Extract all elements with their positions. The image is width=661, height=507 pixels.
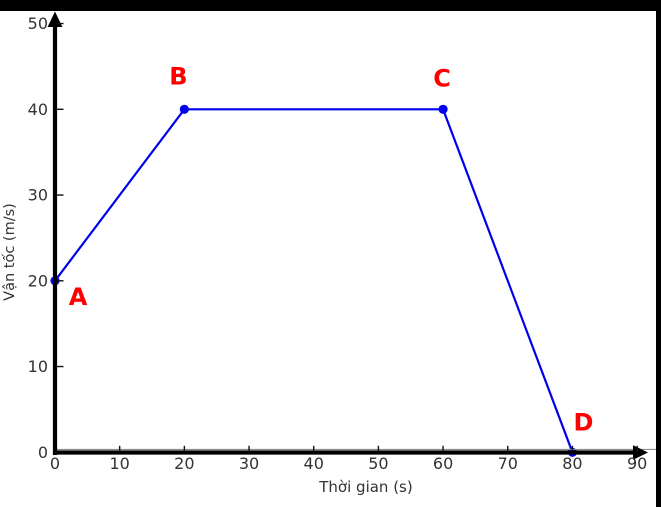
x-tick-label: 20 [174, 454, 194, 473]
series-layer [50, 104, 578, 457]
point-label-A: A [69, 283, 88, 311]
point-labels-layer: A B C D [69, 62, 594, 436]
x-tick-label: 80 [562, 454, 582, 473]
axes-layer [47, 11, 656, 460]
x-tick-label: 40 [304, 454, 324, 473]
y-axis-title: Vận tốc (m/s) [1, 203, 18, 301]
letterbox-right-bar [656, 0, 661, 507]
series-line [54, 108, 574, 453]
x-tick-label: 10 [110, 454, 130, 473]
y-tick-label: 0 [38, 443, 48, 462]
y-axis-arrowhead [47, 11, 63, 27]
y-tick-label: 50 [28, 14, 48, 33]
data-point-marker [179, 104, 189, 114]
ticks-layer: 0 10 20 30 40 50 60 70 80 90 0 10 20 30 40 50 [28, 14, 648, 473]
y-tick-label: 10 [28, 357, 48, 376]
x-tick-label: 0 [50, 454, 60, 473]
y-tick-label: 20 [28, 271, 48, 290]
letterbox-top-bar [0, 0, 661, 11]
data-point-marker [438, 104, 448, 114]
y-tick-label: 40 [28, 100, 48, 119]
x-tick-label: 90 [627, 454, 647, 473]
x-axis-title: Thời gian (s) [318, 478, 412, 496]
x-tick-label: 60 [433, 454, 453, 473]
point-label-C: C [433, 64, 451, 92]
point-label-B: B [169, 62, 187, 90]
y-tick-label: 30 [28, 186, 48, 205]
point-label-D: D [573, 408, 593, 436]
x-tick-label: 50 [368, 454, 388, 473]
x-tick-label: 30 [239, 454, 259, 473]
x-tick-label: 70 [498, 454, 518, 473]
